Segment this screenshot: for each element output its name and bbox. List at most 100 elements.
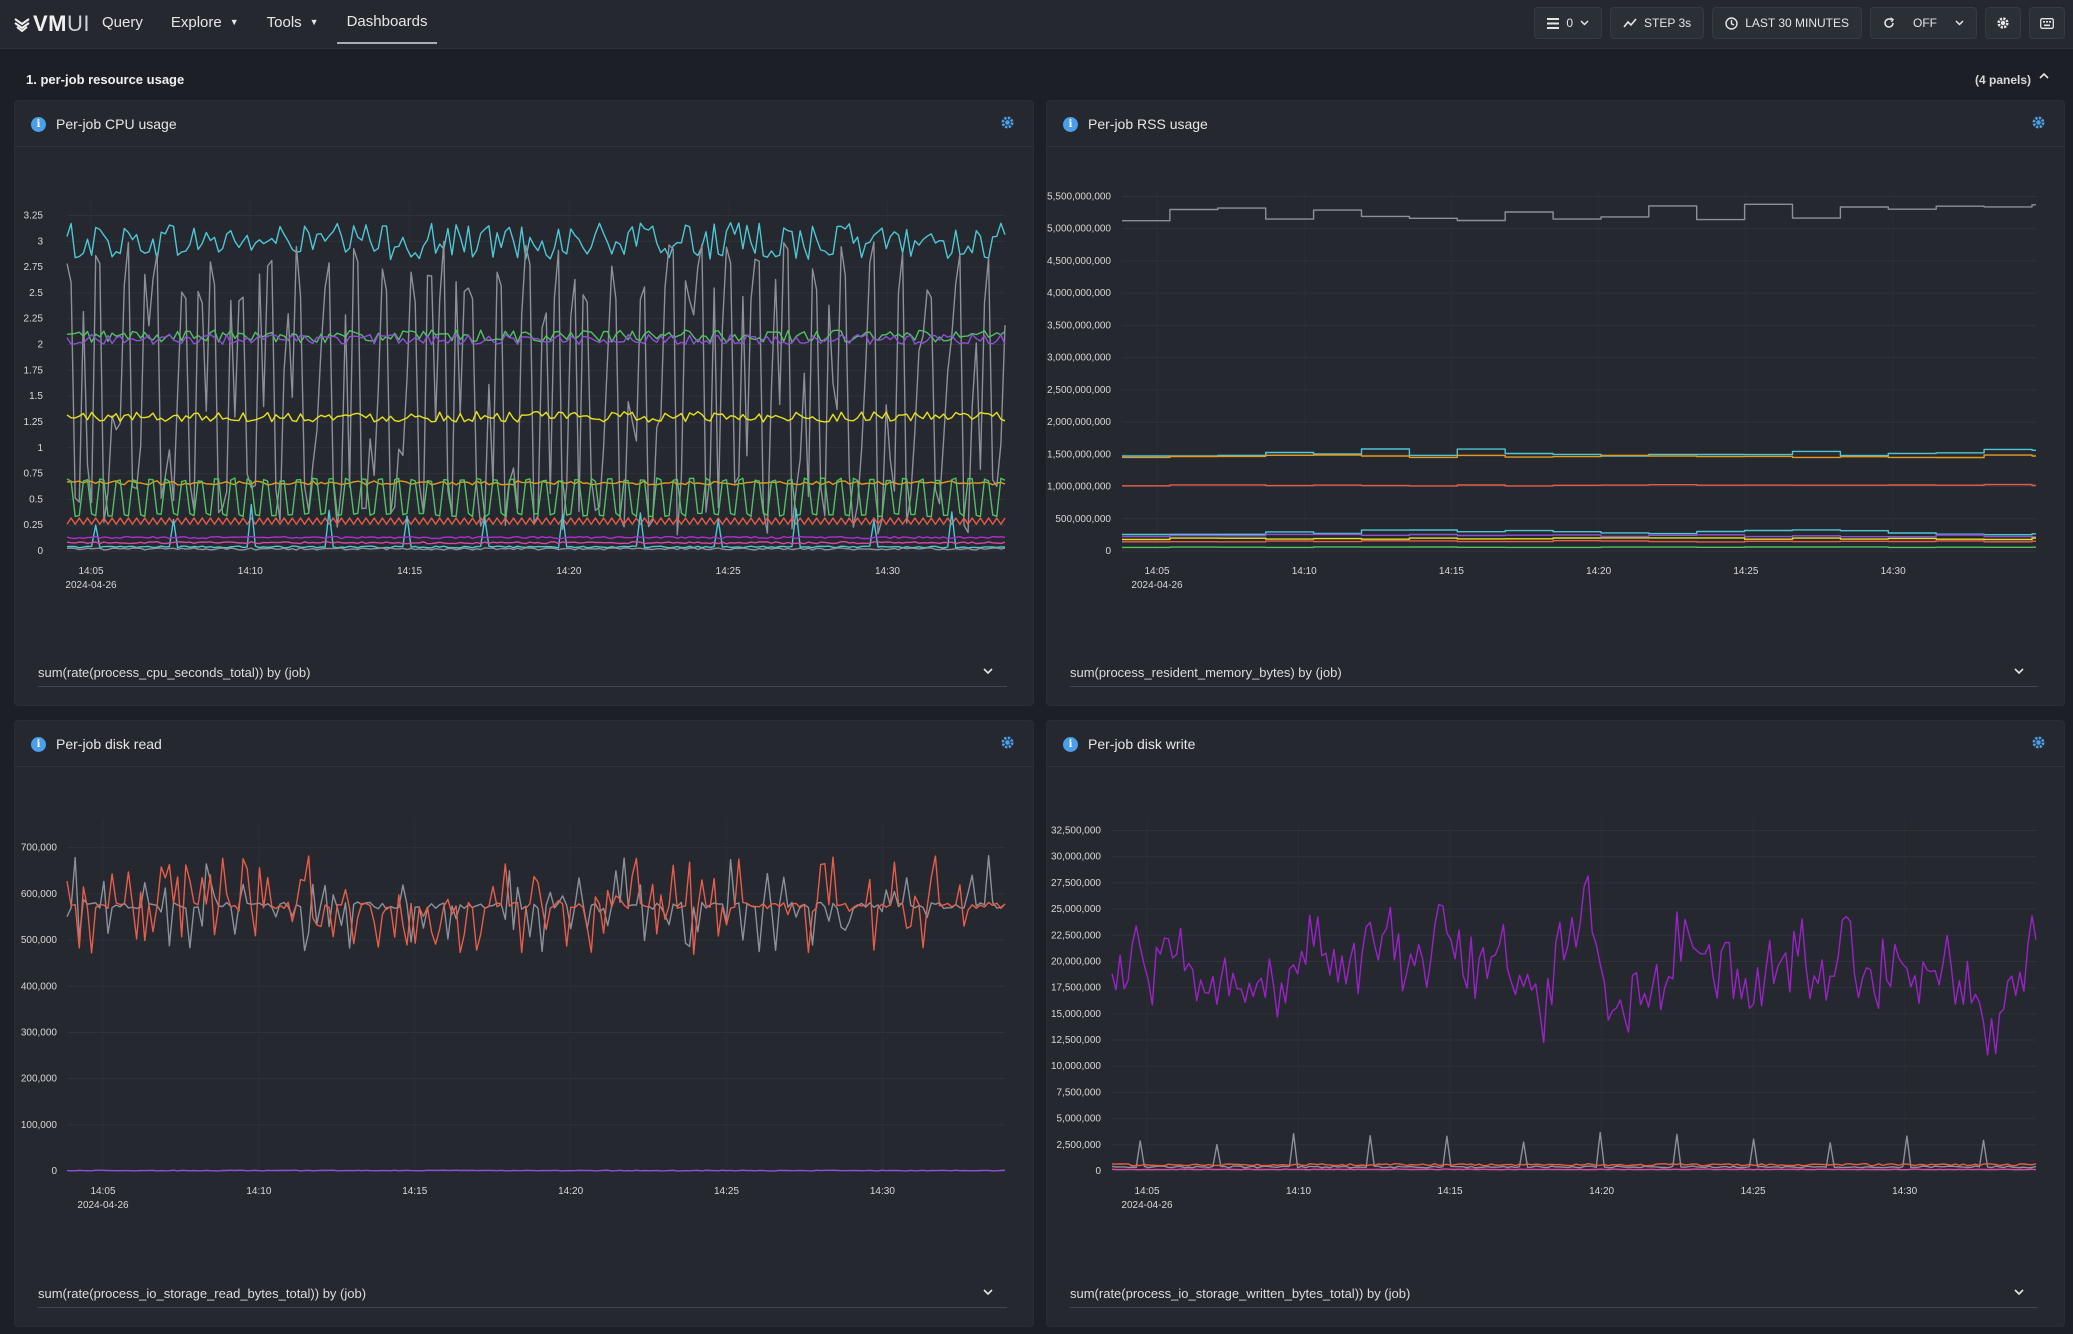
panel-title: Per-job RSS usage <box>1088 116 1208 132</box>
series-line[interactable] <box>1111 1131 2037 1169</box>
time-range-button[interactable]: LAST 30 MINUTES <box>1712 7 1862 39</box>
dashboard-section-header[interactable]: 1. per-job resource usage (4 panels) <box>0 49 2073 101</box>
series-line[interactable] <box>66 535 1006 540</box>
nav-query[interactable]: Query <box>92 0 153 44</box>
panel-settings-gear-icon[interactable] <box>2031 115 2046 130</box>
y-tick-label: 4,000,000,000 <box>1047 288 1111 299</box>
panel-disk-write: i Per-job disk write 0 2,500,000 5,000,000… <box>1046 720 2065 1327</box>
gear-icon <box>1997 17 2009 29</box>
info-icon[interactable]: i <box>31 117 46 132</box>
keyboard-shortcuts-button[interactable] <box>2029 7 2065 39</box>
x-tick-label: 14:05 <box>1134 1186 1159 1197</box>
nav-explore[interactable]: Explore ▼ <box>161 0 249 44</box>
series-line[interactable] <box>66 477 1006 518</box>
chevron-down-icon[interactable] <box>2014 668 2024 674</box>
series-line[interactable] <box>1122 203 2036 222</box>
y-tick-label: 27,500,000 <box>1051 878 1101 889</box>
info-icon[interactable]: i <box>31 737 46 752</box>
info-icon[interactable]: i <box>1063 117 1078 132</box>
x-tick-label: 14:10 <box>238 566 263 577</box>
x-tick-label: 14:30 <box>870 1186 895 1197</box>
refresh-button[interactable]: OFF <box>1870 7 1977 39</box>
panel-query[interactable]: sum(process_resident_memory_bytes) by (j… <box>1070 663 2038 687</box>
series-line[interactable] <box>66 240 1006 536</box>
disk-read-chart[interactable]: 0 100,000 200,000 300,000 400,000 500,000 600,… <box>15 768 1035 1268</box>
series-line[interactable] <box>1122 546 2036 549</box>
series-line[interactable] <box>1122 537 2036 541</box>
y-tick-label: 2,500,000 <box>1057 1140 1102 1151</box>
clock-icon <box>1725 16 1738 30</box>
disk-write-chart[interactable]: 0 2,500,000 5,000,000 7,500,000 10,000,000 12… <box>1047 768 2066 1268</box>
nav-dashboards[interactable]: Dashboards <box>336 0 438 44</box>
series-line[interactable] <box>66 855 1006 953</box>
step-button[interactable]: STEP 3s <box>1610 7 1705 39</box>
query-expression: sum(process_resident_memory_bytes) by (j… <box>1070 665 1342 680</box>
series-line[interactable] <box>1111 1163 2037 1167</box>
settings-button[interactable] <box>1985 7 2021 39</box>
header-controls: 0 STEP 3s LAST 30 MINUTES OFF <box>1534 7 2065 39</box>
series-line[interactable] <box>1122 533 2036 538</box>
panel-settings-gear-icon[interactable] <box>1000 115 1015 130</box>
panel-title: Per-job CPU usage <box>56 116 177 132</box>
logo-text-ui: UI <box>67 11 90 36</box>
y-tick-label: 500,000 <box>21 935 58 946</box>
y-tick-label: 600,000 <box>21 889 58 900</box>
series-line[interactable] <box>1122 448 2036 457</box>
y-tick-label: 15,000,000 <box>1051 1009 1101 1020</box>
y-tick-label: 0 <box>1095 1166 1101 1177</box>
chevron-down-icon[interactable] <box>2014 1289 2024 1295</box>
x-tick-label: 14:25 <box>716 566 741 577</box>
top-bar: VM UI Query Explore ▼ Tools ▼ Dashboards 0 … <box>0 0 2073 49</box>
series-line[interactable] <box>1122 483 2036 487</box>
rss-usage-chart[interactable]: 0 500,000,000 1,000,000,000 1,500,000,000 2,… <box>1047 148 2066 648</box>
series-line[interactable] <box>66 541 1006 545</box>
section-title: 1. per-job resource usage <box>26 72 185 87</box>
main-nav: Query Explore ▼ Tools ▼ Dashboards <box>92 0 445 49</box>
nav-tools[interactable]: Tools ▼ <box>257 0 329 44</box>
list-selector-button[interactable]: 0 <box>1534 7 1603 39</box>
series-line[interactable] <box>66 855 1006 955</box>
x-tick-label: 14:15 <box>1439 566 1464 577</box>
x-tick-label: 14:10 <box>1286 1186 1311 1197</box>
series-line[interactable] <box>66 547 1006 551</box>
query-expression: sum(rate(process_io_storage_written_byte… <box>1070 1286 1411 1301</box>
series-line[interactable] <box>1111 1168 2037 1171</box>
y-tick-label: 5,000,000 <box>1057 1114 1102 1125</box>
series-line[interactable] <box>66 517 1006 525</box>
info-icon[interactable]: i <box>1063 737 1078 752</box>
x-tick-label: 14:20 <box>1589 1186 1614 1197</box>
query-expression: sum(rate(process_io_storage_read_bytes_t… <box>38 1286 367 1301</box>
panel-header: i Per-job disk write <box>1047 721 2064 767</box>
panel-settings-gear-icon[interactable] <box>1000 735 1015 750</box>
y-tick-label: 3,500,000,000 <box>1047 320 1111 331</box>
panel-cpu-usage: i Per-job CPU usage 0 0.25 0.5 0.75 1 1.25 1.5… <box>14 100 1034 706</box>
refresh-icon <box>1884 17 1894 28</box>
cpu-usage-chart[interactable]: 0 0.25 0.5 0.75 1 1.25 1.5 1.75 2 2.25 2.5 2.75 3 3.2… <box>15 148 1035 648</box>
y-tick-label: 1.5 <box>29 391 43 402</box>
y-tick-label: 2 <box>37 340 43 351</box>
series-line[interactable] <box>66 480 1006 486</box>
vmui-logo[interactable]: VM UI <box>14 10 90 38</box>
y-tick-label: 400,000 <box>21 981 58 992</box>
series-line[interactable] <box>66 333 1006 346</box>
series-line[interactable] <box>66 410 1006 423</box>
panel-query[interactable]: sum(rate(process_cpu_seconds_total)) by … <box>38 663 1007 687</box>
series-line[interactable] <box>1122 529 2036 536</box>
series-line[interactable] <box>66 222 1006 261</box>
x-tick-label: 14:10 <box>246 1186 271 1197</box>
panel-query[interactable]: sum(rate(process_io_storage_written_byte… <box>1070 1284 2038 1308</box>
chevron-up-icon[interactable] <box>2039 72 2049 79</box>
x-tick-label: 14:15 <box>397 566 422 577</box>
panel-settings-gear-icon[interactable] <box>2031 735 2046 750</box>
y-tick-label: 300,000 <box>21 1027 58 1038</box>
chevron-down-icon[interactable] <box>983 1289 993 1295</box>
chevron-down-icon <box>1580 20 1589 26</box>
panel-query[interactable]: sum(rate(process_io_storage_read_bytes_t… <box>38 1284 1007 1308</box>
series-line[interactable] <box>1122 454 2036 459</box>
x-tick-label: 14:05 <box>78 566 103 577</box>
chevron-down-icon[interactable] <box>983 668 993 674</box>
series-line[interactable] <box>66 1169 1006 1172</box>
series-line[interactable] <box>1122 540 2036 543</box>
series-line[interactable] <box>1111 875 2037 1056</box>
y-tick-label: 5,500,000,000 <box>1047 191 1111 202</box>
